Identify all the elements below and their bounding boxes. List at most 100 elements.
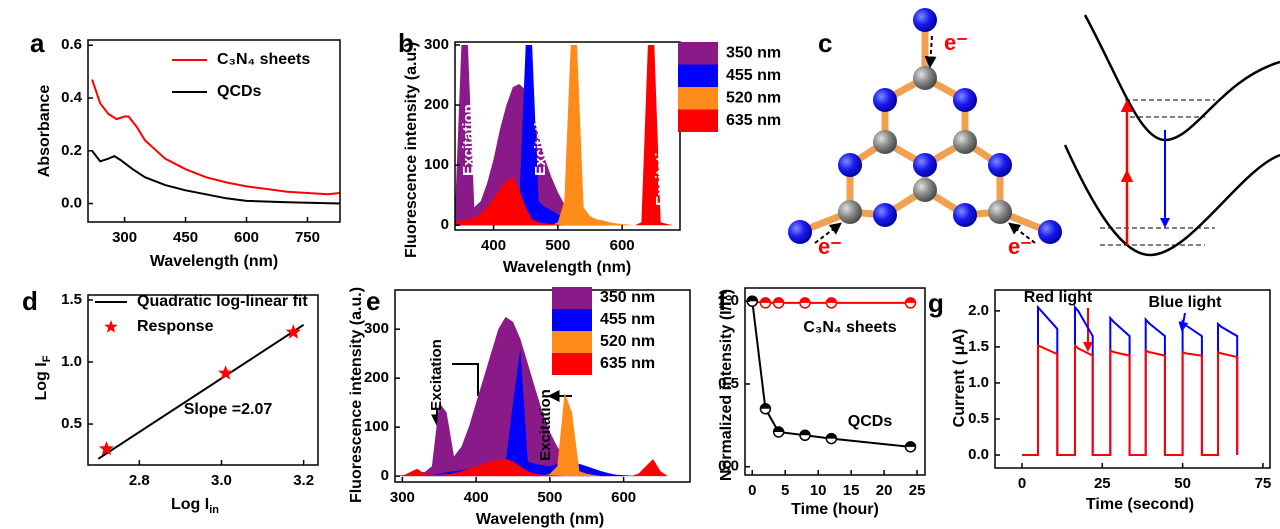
legend-swatch [552,287,592,309]
legend-label: Response [137,318,214,335]
x-tick-label: 25 [909,482,926,499]
excited-curve [1085,15,1280,140]
annotation: Excitation [532,104,549,176]
y-tick-label: 300 [364,320,389,337]
n-atom [873,203,897,227]
page: e⁻ e⁻ e⁻ c 3004506007500.00.20.40.6aWave… [0,0,1280,529]
plot-area [1022,307,1237,455]
legend-label: C₃N₄ sheets [217,51,310,68]
legend-label: Quadratic log-linear fit [137,293,308,310]
y-tick-label: 1.5 [61,291,82,308]
plot-frame [745,288,925,475]
c-atom [988,200,1012,224]
y-tick-label: 0 [441,216,449,233]
panel-label: a [30,28,45,58]
series-line [98,325,303,459]
y-tick-label: 100 [364,418,389,435]
y-tick-label: 0.4 [61,89,83,106]
x-tick-label: 5 [781,482,789,499]
x-tick-label: 0 [1018,475,1026,492]
legend-swatch [552,309,592,331]
plot-frame [995,290,1270,468]
star-marker [286,324,301,339]
c-atom [913,66,937,90]
y-tick-label: 200 [424,96,449,113]
panel-label: d [22,286,38,316]
series-label: Blue light [1149,294,1223,311]
g-arrows [1088,308,1185,350]
x-tick-label: 75 [1255,475,1272,492]
n-atom [788,220,812,244]
panel-label: g [928,288,944,318]
n-atom [1038,220,1062,244]
x-tick-label: 25 [1094,475,1111,492]
x-axis-label-sub: in [209,504,219,516]
c-atom [873,130,897,154]
y-tick-label: 1.5 [968,338,989,355]
series-label: QCDs [848,413,893,430]
electron-label: e⁻ [818,234,842,259]
y-axis-label: Absorbance [36,85,53,178]
legend-swatch [552,353,592,375]
legend-swatch [678,87,718,110]
legend-label: 455 nm [726,67,781,84]
x-axis-label: Log Iin [171,496,219,516]
x-tick-label: 400 [464,489,489,506]
y-tick-label: 0 [381,467,389,484]
y-axis-label: Normalized intensity (I/I₀) [718,289,735,481]
arrow [930,36,932,66]
x-tick-label: 0 [748,482,756,499]
y-tick-label: 0.5 [61,415,82,432]
star-marker [218,365,233,379]
y-tick-label: 300 [424,36,449,53]
y-axis-label: Current ( μA) [951,329,968,428]
series-label: Red light [1024,289,1093,306]
annotation: Excitation [537,389,554,461]
annotation: Slope =2.07 [184,401,273,418]
series-line [92,151,340,204]
x-tick-label: 300 [112,229,137,246]
plot-area [455,45,680,225]
c-atom [838,200,862,224]
y-axis-label-main: Log I [33,362,50,400]
legend-label: 520 nm [600,333,655,350]
n-atom [873,88,897,112]
legend-label: 455 nm [600,311,655,328]
plot-area [98,325,303,459]
x-tick-label: 500 [537,489,562,506]
n-atom [988,153,1012,177]
x-axis-label: Wavelength (nm) [476,511,604,528]
y-axis-label-sub: F [41,355,53,362]
figure: e⁻ e⁻ e⁻ c 3004506007500.00.20.40.6aWave… [0,0,1280,529]
x-tick-label: 10 [810,482,827,499]
annotation: Excitation [653,134,670,206]
x-tick-label: 750 [295,229,320,246]
y-tick-label: 100 [424,156,449,173]
y-tick-label: 0.2 [61,142,82,159]
electron-label: e⁻ [1008,234,1032,259]
y-tick-label: 0.0 [968,446,989,463]
x-tick-label: 20 [876,482,893,499]
x-axis-label: Time (hour) [791,501,879,518]
legend-swatch [678,65,718,88]
legend-swatch [678,110,718,133]
x-tick-label: 450 [173,229,198,246]
legend-swatch [552,331,592,353]
x-tick-label: 15 [843,482,860,499]
y-tick-label: 0.0 [61,195,82,212]
x-tick-label: 600 [610,237,635,254]
panel-label: e [366,286,380,316]
n-atom [913,8,937,32]
panel-label: c [818,28,832,58]
series-label: C₃N₄ sheets [803,319,896,336]
ground-curve [1065,145,1280,255]
annotation: Excitation [460,104,477,176]
n-atom [913,153,937,177]
c-atom [913,178,937,202]
y-axis-label: Log IF [33,355,53,400]
electron-label: e⁻ [944,30,968,55]
y-tick-label: 1.0 [61,353,82,370]
x-axis-label: Time (second) [1086,496,1194,513]
legend-label: 520 nm [726,89,781,106]
legend-label: 635 nm [600,355,655,372]
